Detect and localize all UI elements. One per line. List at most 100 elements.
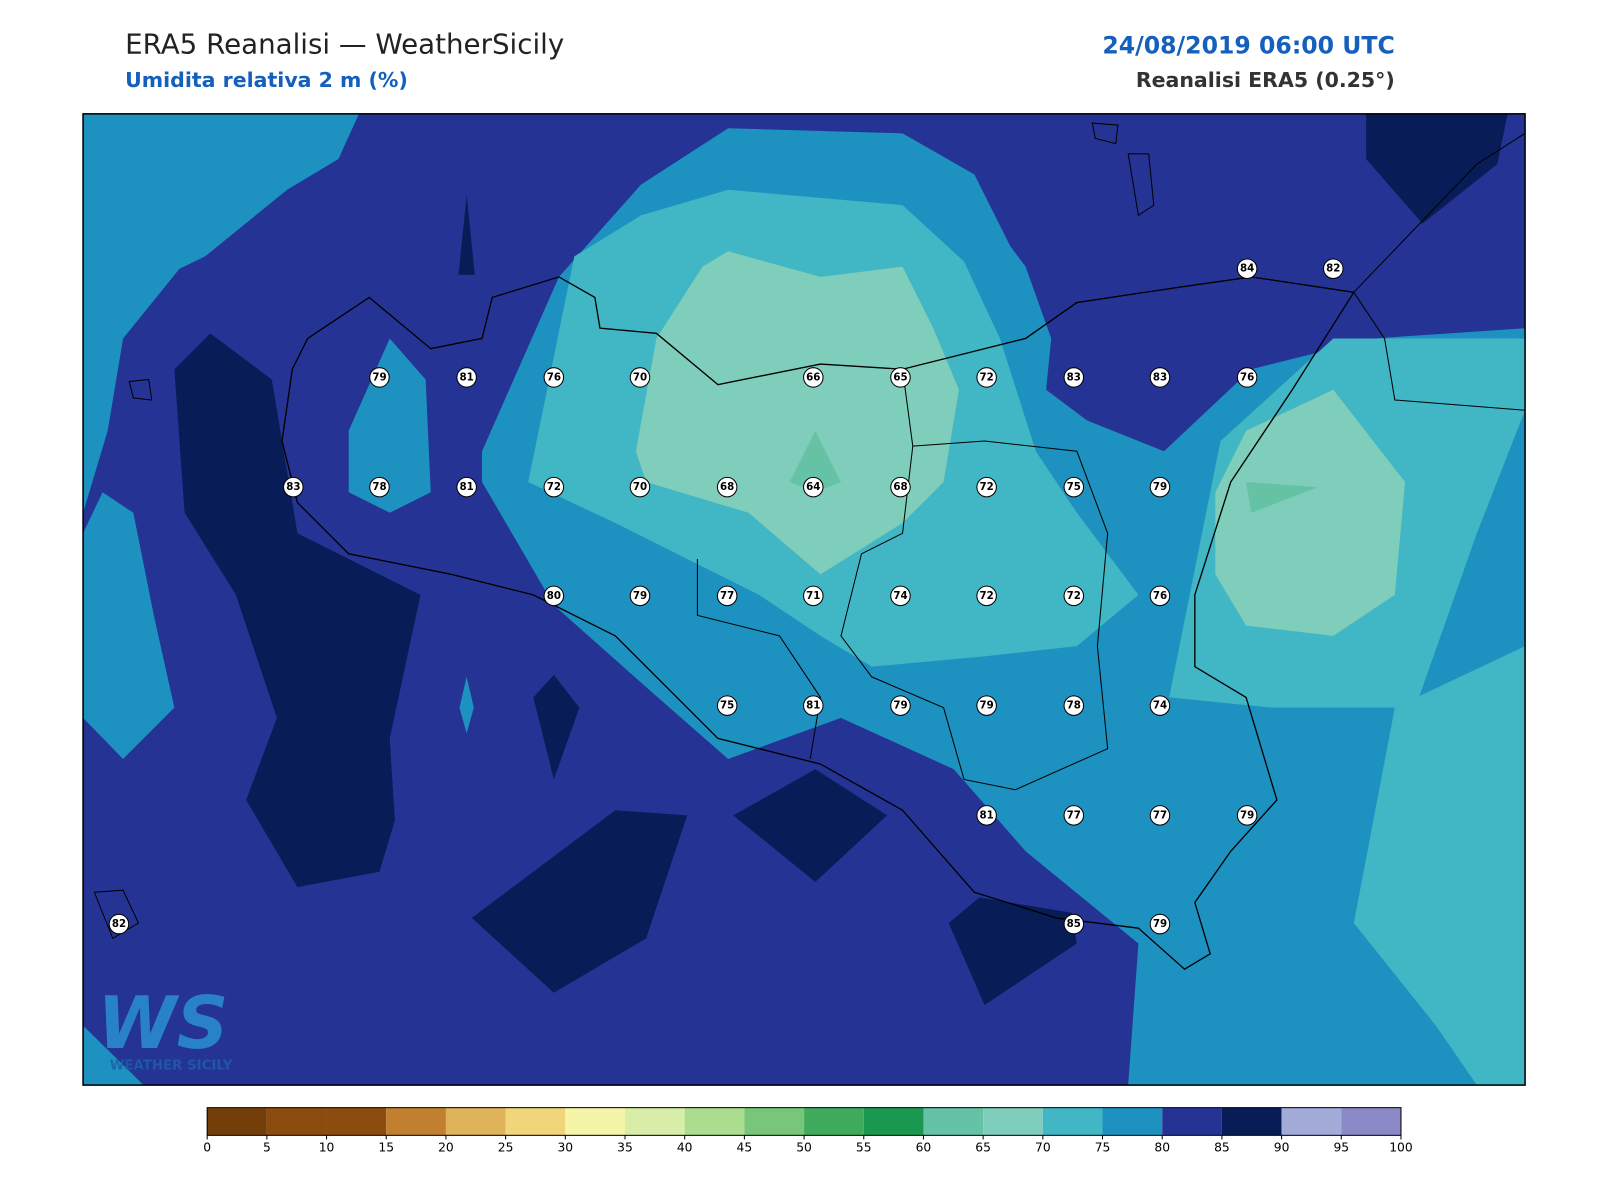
station-marker <box>976 367 997 388</box>
station-value: 76 <box>1153 590 1167 602</box>
colorbar-bin <box>1162 1107 1222 1136</box>
colorbar-bin <box>326 1107 387 1136</box>
station-marker <box>543 367 565 388</box>
colorbar-tick-label: 25 <box>498 1141 514 1155</box>
station-value: 85 <box>1067 918 1081 930</box>
station-value: 75 <box>720 700 734 712</box>
station-marker <box>1063 476 1085 498</box>
station-value: 76 <box>547 371 561 383</box>
colorbar-bin <box>445 1107 506 1136</box>
station-value: 84 <box>1240 263 1254 275</box>
station-marker <box>890 695 911 716</box>
station-marker <box>369 476 390 498</box>
station-value: 76 <box>1240 371 1254 383</box>
station-marker <box>890 367 911 388</box>
colorbar-tick-label: 75 <box>1095 1141 1111 1155</box>
valid-time: 24/08/2019 06:00 UTC <box>1102 31 1394 59</box>
station-value: 65 <box>893 371 907 383</box>
station-marker <box>1149 476 1171 498</box>
station-value: 79 <box>1153 918 1167 930</box>
station-value: 77 <box>720 590 734 602</box>
station-value: 75 <box>1067 481 1081 493</box>
station-marker <box>803 695 824 716</box>
colorbar-bin <box>565 1107 626 1136</box>
colorbar-tick-label: 15 <box>378 1141 394 1155</box>
colorbar-tick-label: 10 <box>319 1141 335 1155</box>
colorbar-bin <box>684 1107 745 1136</box>
station-marker <box>803 367 824 388</box>
colorbar-tick-label: 55 <box>856 1141 872 1155</box>
station-value: 81 <box>806 700 820 712</box>
colorbar-bin <box>625 1107 685 1136</box>
station-value: 79 <box>979 700 993 712</box>
station-value: 64 <box>806 481 820 493</box>
station-value: 72 <box>979 481 993 493</box>
station-marker <box>716 695 738 716</box>
station-marker <box>1236 805 1258 826</box>
station-value: 77 <box>1067 809 1081 821</box>
colorbar-tick-label: 50 <box>796 1141 812 1155</box>
station-value: 81 <box>460 481 474 493</box>
station-value: 72 <box>979 371 993 383</box>
station-marker <box>629 367 651 388</box>
station-marker <box>283 476 304 498</box>
station-marker <box>976 476 997 498</box>
station-value: 83 <box>1153 371 1167 383</box>
logo-mark: WS <box>97 981 228 1065</box>
colorbar-bin <box>863 1107 924 1136</box>
station-marker <box>543 476 565 498</box>
colorbar-bin <box>983 1107 1043 1136</box>
colorbar-bin <box>1042 1107 1103 1136</box>
colorbar-tick-label: 95 <box>1333 1141 1349 1155</box>
station-value: 72 <box>979 590 993 602</box>
station-value: 77 <box>1153 809 1167 821</box>
station-marker <box>1063 913 1085 935</box>
logo: WS WEATHER SICILY <box>97 981 232 1074</box>
station-value: 74 <box>893 590 907 602</box>
station-marker <box>1236 367 1258 388</box>
colorbar-bin <box>1102 1107 1163 1136</box>
station-value: 71 <box>806 590 820 602</box>
colorbar-bin <box>1221 1107 1282 1136</box>
colorbar-tick-label: 30 <box>557 1141 573 1155</box>
colorbar-tick-label: 60 <box>916 1141 932 1155</box>
station-marker <box>716 585 738 607</box>
colorbar-tick-label: 40 <box>677 1141 693 1155</box>
map-frame <box>82 113 1526 1086</box>
station-value: 82 <box>1326 263 1340 275</box>
station-marker <box>976 585 997 607</box>
station-marker <box>1063 805 1085 826</box>
colorbar-bin <box>207 1107 267 1136</box>
colorbar-tick-label: 35 <box>617 1141 633 1155</box>
station-marker <box>369 367 390 388</box>
station-value: 68 <box>893 481 907 493</box>
station-marker <box>108 913 130 935</box>
subtitle: Umidita relativa 2 m (%) <box>125 68 408 92</box>
logo-text: WEATHER SICILY <box>110 1059 233 1074</box>
colorbar-tick-label: 100 <box>1389 1141 1412 1155</box>
title: ERA5 Reanalisi — WeatherSicily <box>125 27 564 60</box>
station-marker <box>1063 695 1085 716</box>
station-value: 80 <box>547 590 561 602</box>
station-marker <box>716 476 738 498</box>
source: Reanalisi ERA5 (0.25°) <box>1136 68 1395 92</box>
station-marker <box>1149 585 1171 607</box>
station-value: 66 <box>806 371 820 383</box>
station-marker <box>890 585 911 607</box>
station-marker <box>1149 913 1171 935</box>
colorbar-tick-label: 70 <box>1035 1141 1051 1155</box>
station-marker <box>803 476 824 498</box>
station-value: 68 <box>720 481 734 493</box>
colorbar-tick-label: 5 <box>263 1141 271 1155</box>
station-marker <box>976 805 997 826</box>
colorbar-bin <box>505 1107 566 1136</box>
station-marker <box>1323 258 1344 279</box>
station-marker <box>456 367 477 388</box>
colorbar-bin <box>266 1107 327 1136</box>
station-value: 79 <box>633 590 647 602</box>
station-value: 78 <box>1067 700 1081 712</box>
station-marker <box>803 585 824 607</box>
colorbar-bin <box>1341 1107 1401 1136</box>
station-value: 81 <box>979 809 993 821</box>
